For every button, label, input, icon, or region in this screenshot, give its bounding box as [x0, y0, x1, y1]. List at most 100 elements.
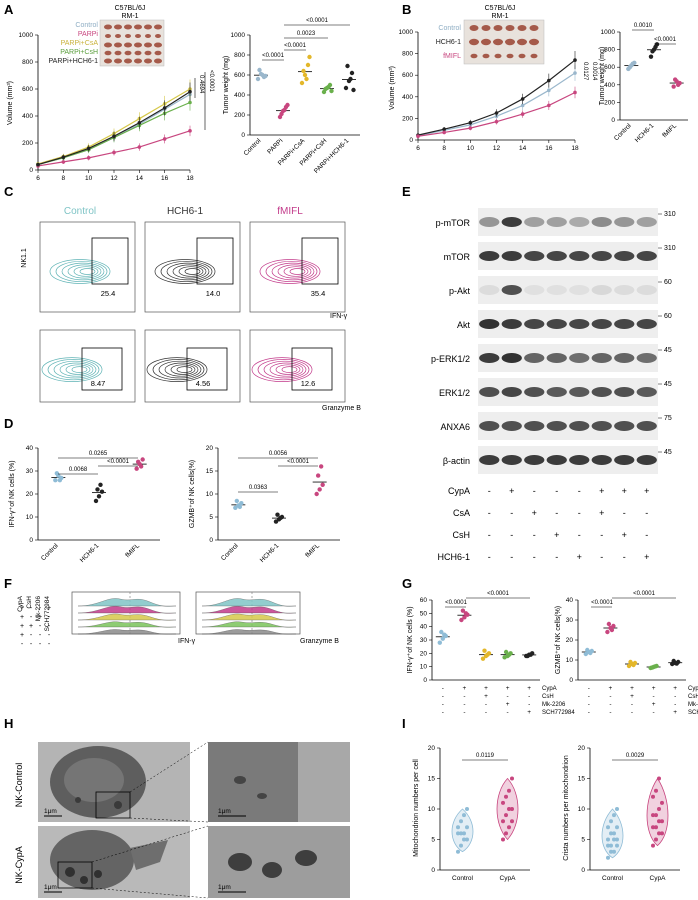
c-contour-1-2-4 — [275, 364, 301, 375]
g-sign-0-3-4: + — [527, 709, 531, 716]
c-contour-0-1-3 — [172, 264, 207, 279]
g-sign-0-3-3: - — [507, 709, 509, 716]
a-curve-point-1-6 — [188, 129, 192, 133]
h-scale-1: 1μm — [44, 808, 57, 815]
g-sign-0-3-1: - — [463, 709, 465, 716]
e-band-6-5 — [591, 421, 612, 431]
d-gzmb-ylabel: GZMB⁺of NK cells(%) — [189, 460, 196, 528]
e-band-7-2 — [524, 455, 545, 465]
c-contour-0-0-2 — [61, 262, 105, 281]
b-curve-point-2-3 — [494, 119, 499, 124]
g-gzmb-dot-4-4 — [674, 661, 679, 666]
d-ifn-dot-0-4 — [57, 478, 63, 483]
i-crista-ytick-label-2: 10 — [578, 806, 586, 813]
b-curve-ytick-label-5: 1000 — [399, 29, 414, 36]
f-sign-1-3: - — [48, 614, 51, 621]
panel-label-e: E — [402, 184, 411, 199]
a-curve-xtick-label-1: 8 — [62, 175, 66, 182]
i-crista-dot-0-11 — [615, 825, 619, 830]
em-image-control-zoom: 1μm — [208, 742, 350, 822]
e-band-1-3 — [546, 251, 567, 261]
f-hist-0-0 — [77, 598, 177, 607]
c-contour-0-1-0 — [154, 259, 216, 284]
i-mito-dot-1-6 — [507, 807, 511, 811]
a-curve-xtick-label-0: 6 — [36, 175, 40, 182]
i-mito-dot-1-4 — [501, 819, 505, 824]
panel-label-b: B — [402, 2, 411, 17]
e-band-label-4: p-ERK1/2 — [431, 354, 470, 364]
i-crista-dot-1-12 — [651, 794, 655, 799]
d-gzmb-dot-2-1 — [317, 487, 322, 492]
f-sign-2-3: - — [48, 623, 51, 630]
i-mito-ytick-label-3: 15 — [428, 776, 436, 783]
f-row-label-2: Mk-2206 — [35, 596, 42, 622]
i-crista-dot-0-3 — [615, 843, 619, 848]
e-band-6-4 — [569, 421, 590, 431]
legend-a-2: PARPi+CsA — [61, 40, 99, 47]
legend-a-4: PARPi+HCH6-1 — [49, 58, 99, 65]
i-crista-dot-1-7 — [660, 819, 664, 824]
a-weight-dot-1-4 — [282, 107, 287, 113]
d-ifn-ytick-label-3: 30 — [26, 468, 34, 475]
e-treat-sign-2-7: - — [645, 530, 648, 540]
e-treat-sign-0-4: - — [578, 486, 581, 496]
legend-b-2: fMIFL — [443, 53, 461, 60]
a-weight-dot-2-0 — [299, 80, 305, 86]
a-curve-point-3-6 — [188, 100, 192, 105]
g-gzmb-dot-1-0 — [605, 629, 610, 635]
g-gzmb-dot-2-4 — [631, 662, 636, 668]
d-ifn-ytick-label-0: 0 — [29, 537, 33, 544]
e-treat-sign-1-5: + — [599, 508, 604, 518]
i-crista-dot-1-0 — [651, 843, 655, 848]
e-band-label-0: p-mTOR — [436, 218, 471, 228]
g-gzmb-dot-1-4 — [609, 627, 615, 633]
d-gz-p0: 0.0056 — [269, 451, 288, 457]
a-weight-ytick-label-3: 600 — [234, 72, 245, 79]
g-sign-1-2-0: - — [588, 701, 590, 708]
i-crista-dot-1-1 — [654, 837, 658, 842]
g-sign-label-1-1: CsH — [688, 694, 698, 700]
e-treat-sign-1-1: - — [510, 508, 513, 518]
e-band-2-1 — [501, 285, 522, 295]
e-mw-1: 310 — [664, 245, 676, 252]
c-row1-xlabel: IFN-γ — [330, 313, 348, 320]
i-crista-dot-0-0 — [606, 855, 610, 860]
e-band-1-4 — [569, 251, 590, 261]
d-gzmb-dot-0-0 — [233, 505, 238, 510]
d-gzmb-cat-0: Control — [220, 542, 240, 562]
b-weight-ylabel: Tumor weight (mg) — [599, 47, 606, 105]
f-sign-4-1: - — [30, 641, 33, 648]
i-mito-plot: 0 5 10 15 20 Control CypA — [428, 745, 530, 882]
f-sign-4-3: - — [48, 641, 51, 648]
b-pval-1: 0.0127 — [582, 62, 588, 81]
b-curve-point-2-1 — [442, 130, 446, 135]
c-contour-0-2-4 — [283, 266, 309, 277]
g-ifn-dot-2-3 — [482, 648, 487, 653]
c-gate-0-0 — [91, 237, 129, 285]
f-sign-1-2: + — [38, 614, 42, 621]
f-hist-0-3 — [77, 621, 177, 628]
g-ifn-dot-0-1 — [440, 636, 445, 641]
e-mw-7: 45 — [664, 449, 672, 456]
g-gzmb-dot-3-4 — [652, 664, 658, 669]
b-curve-point-2-5 — [547, 103, 551, 108]
i-mito-dot-0-5 — [459, 831, 463, 836]
g-sign-label-0-2: Mk-2206 — [542, 702, 566, 708]
b-weight-dot-1-3 — [650, 49, 655, 54]
b-curve-ytick-label-1: 200 — [402, 115, 413, 122]
i-crista-dot-0-10 — [612, 831, 616, 836]
c-gate-0-1 — [196, 237, 234, 285]
i-mito-ylabel: Mitochondrion numbers per cell — [413, 759, 420, 857]
b-curve-point-1-3 — [494, 111, 499, 115]
c-contour-0-2-0 — [259, 259, 321, 284]
g-sign-label-1-3: SCH772984 — [688, 710, 698, 716]
f-hist-1-2 — [201, 613, 297, 621]
g-sign-0-1-1: - — [463, 693, 465, 700]
c-contour-1-1-4 — [170, 364, 196, 375]
panel-b-title: C57BL/6J — [485, 5, 516, 12]
i-mito-ytick-label-1: 5 — [431, 837, 435, 844]
e-treat-sign-2-2: - — [533, 530, 536, 540]
i-mito-dot-1-1 — [504, 831, 508, 836]
i-crista-dot-1-2 — [657, 831, 661, 836]
